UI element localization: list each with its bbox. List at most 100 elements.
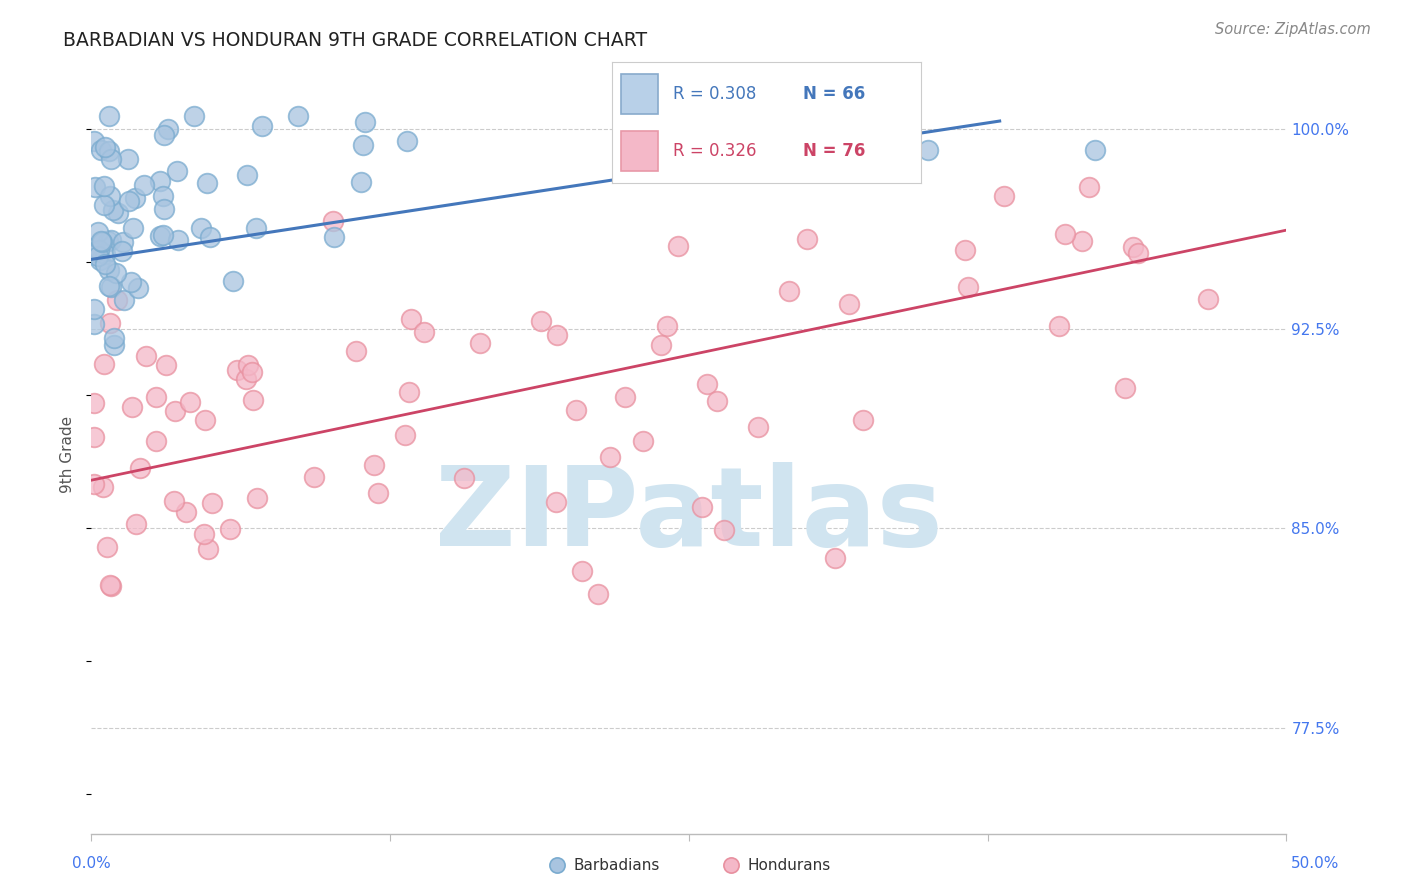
Point — [93, 197, 115, 211]
Point — [796, 232, 818, 246]
Point — [166, 164, 188, 178]
Point — [955, 243, 977, 257]
Point — [956, 279, 979, 293]
Point — [87, 225, 110, 239]
Text: Source: ZipAtlas.com: Source: ZipAtlas.com — [1215, 22, 1371, 37]
Point — [235, 372, 257, 386]
Point — [111, 244, 134, 259]
Point — [546, 494, 568, 508]
Point — [236, 358, 259, 372]
Point — [614, 390, 637, 404]
Point — [242, 393, 264, 408]
Point — [468, 335, 491, 350]
Point — [118, 194, 141, 208]
Point — [720, 858, 742, 872]
Point — [176, 505, 198, 519]
Point — [1122, 240, 1144, 254]
Point — [153, 202, 176, 216]
Point — [222, 274, 245, 288]
Point — [157, 121, 180, 136]
Point — [83, 302, 105, 317]
Point — [706, 394, 728, 409]
Point — [97, 234, 120, 248]
FancyBboxPatch shape — [621, 131, 658, 171]
Text: BARBADIAN VS HONDURAN 9TH GRADE CORRELATION CHART: BARBADIAN VS HONDURAN 9TH GRADE CORRELAT… — [63, 31, 647, 50]
Point — [97, 145, 120, 159]
Point — [1084, 144, 1107, 158]
Text: N = 66: N = 66 — [803, 86, 866, 103]
Point — [824, 550, 846, 565]
Point — [236, 168, 259, 182]
Point — [93, 357, 115, 371]
Point — [1197, 293, 1219, 307]
Point — [98, 188, 121, 202]
Point — [352, 138, 374, 153]
Point — [530, 313, 553, 327]
Point — [322, 214, 344, 228]
Point — [852, 413, 875, 427]
Point — [91, 479, 114, 493]
Point — [1047, 318, 1070, 333]
Point — [103, 331, 125, 345]
Point — [91, 235, 114, 249]
Point — [100, 579, 122, 593]
Point — [564, 402, 586, 417]
Point — [83, 134, 105, 148]
Point — [690, 500, 713, 514]
Point — [350, 175, 373, 189]
Point — [104, 266, 127, 280]
Point — [103, 338, 125, 352]
Point — [121, 401, 143, 415]
Point — [198, 230, 221, 244]
Point — [100, 279, 122, 293]
Text: Barbadians: Barbadians — [574, 858, 659, 872]
Text: R = 0.326: R = 0.326 — [673, 142, 756, 160]
Point — [363, 458, 385, 472]
Point — [93, 179, 115, 194]
Point — [838, 297, 860, 311]
Point — [696, 377, 718, 392]
Point — [1077, 179, 1099, 194]
Point — [195, 176, 218, 190]
Point — [219, 522, 242, 536]
Point — [225, 363, 247, 377]
Point — [183, 109, 205, 123]
Point — [98, 262, 121, 277]
Point — [240, 366, 263, 380]
Point — [93, 257, 115, 271]
Y-axis label: 9th Grade: 9th Grade — [60, 417, 76, 493]
Point — [105, 293, 128, 308]
Point — [394, 427, 416, 442]
Point — [129, 461, 152, 475]
Point — [179, 395, 201, 409]
Point — [163, 493, 186, 508]
Point — [1054, 227, 1077, 241]
Point — [100, 152, 122, 166]
Point — [250, 119, 273, 133]
Point — [354, 115, 377, 129]
Point — [101, 202, 124, 217]
Point — [120, 276, 142, 290]
Point — [778, 285, 800, 299]
Text: 0.0%: 0.0% — [72, 856, 111, 871]
Point — [94, 140, 117, 154]
Point — [97, 109, 120, 123]
Point — [122, 221, 145, 235]
Point — [398, 385, 420, 400]
Point — [112, 235, 135, 250]
Point — [98, 278, 121, 293]
Point — [668, 239, 690, 253]
Point — [412, 326, 434, 340]
Text: R = 0.308: R = 0.308 — [673, 86, 756, 103]
Point — [546, 327, 568, 342]
Point — [135, 349, 157, 363]
Point — [655, 319, 678, 334]
Point — [197, 542, 219, 557]
Point — [1114, 381, 1136, 395]
Point — [132, 178, 155, 192]
Point — [586, 587, 609, 601]
Point — [83, 477, 105, 491]
Point — [153, 128, 176, 142]
Point — [145, 434, 167, 449]
Point — [90, 234, 112, 248]
